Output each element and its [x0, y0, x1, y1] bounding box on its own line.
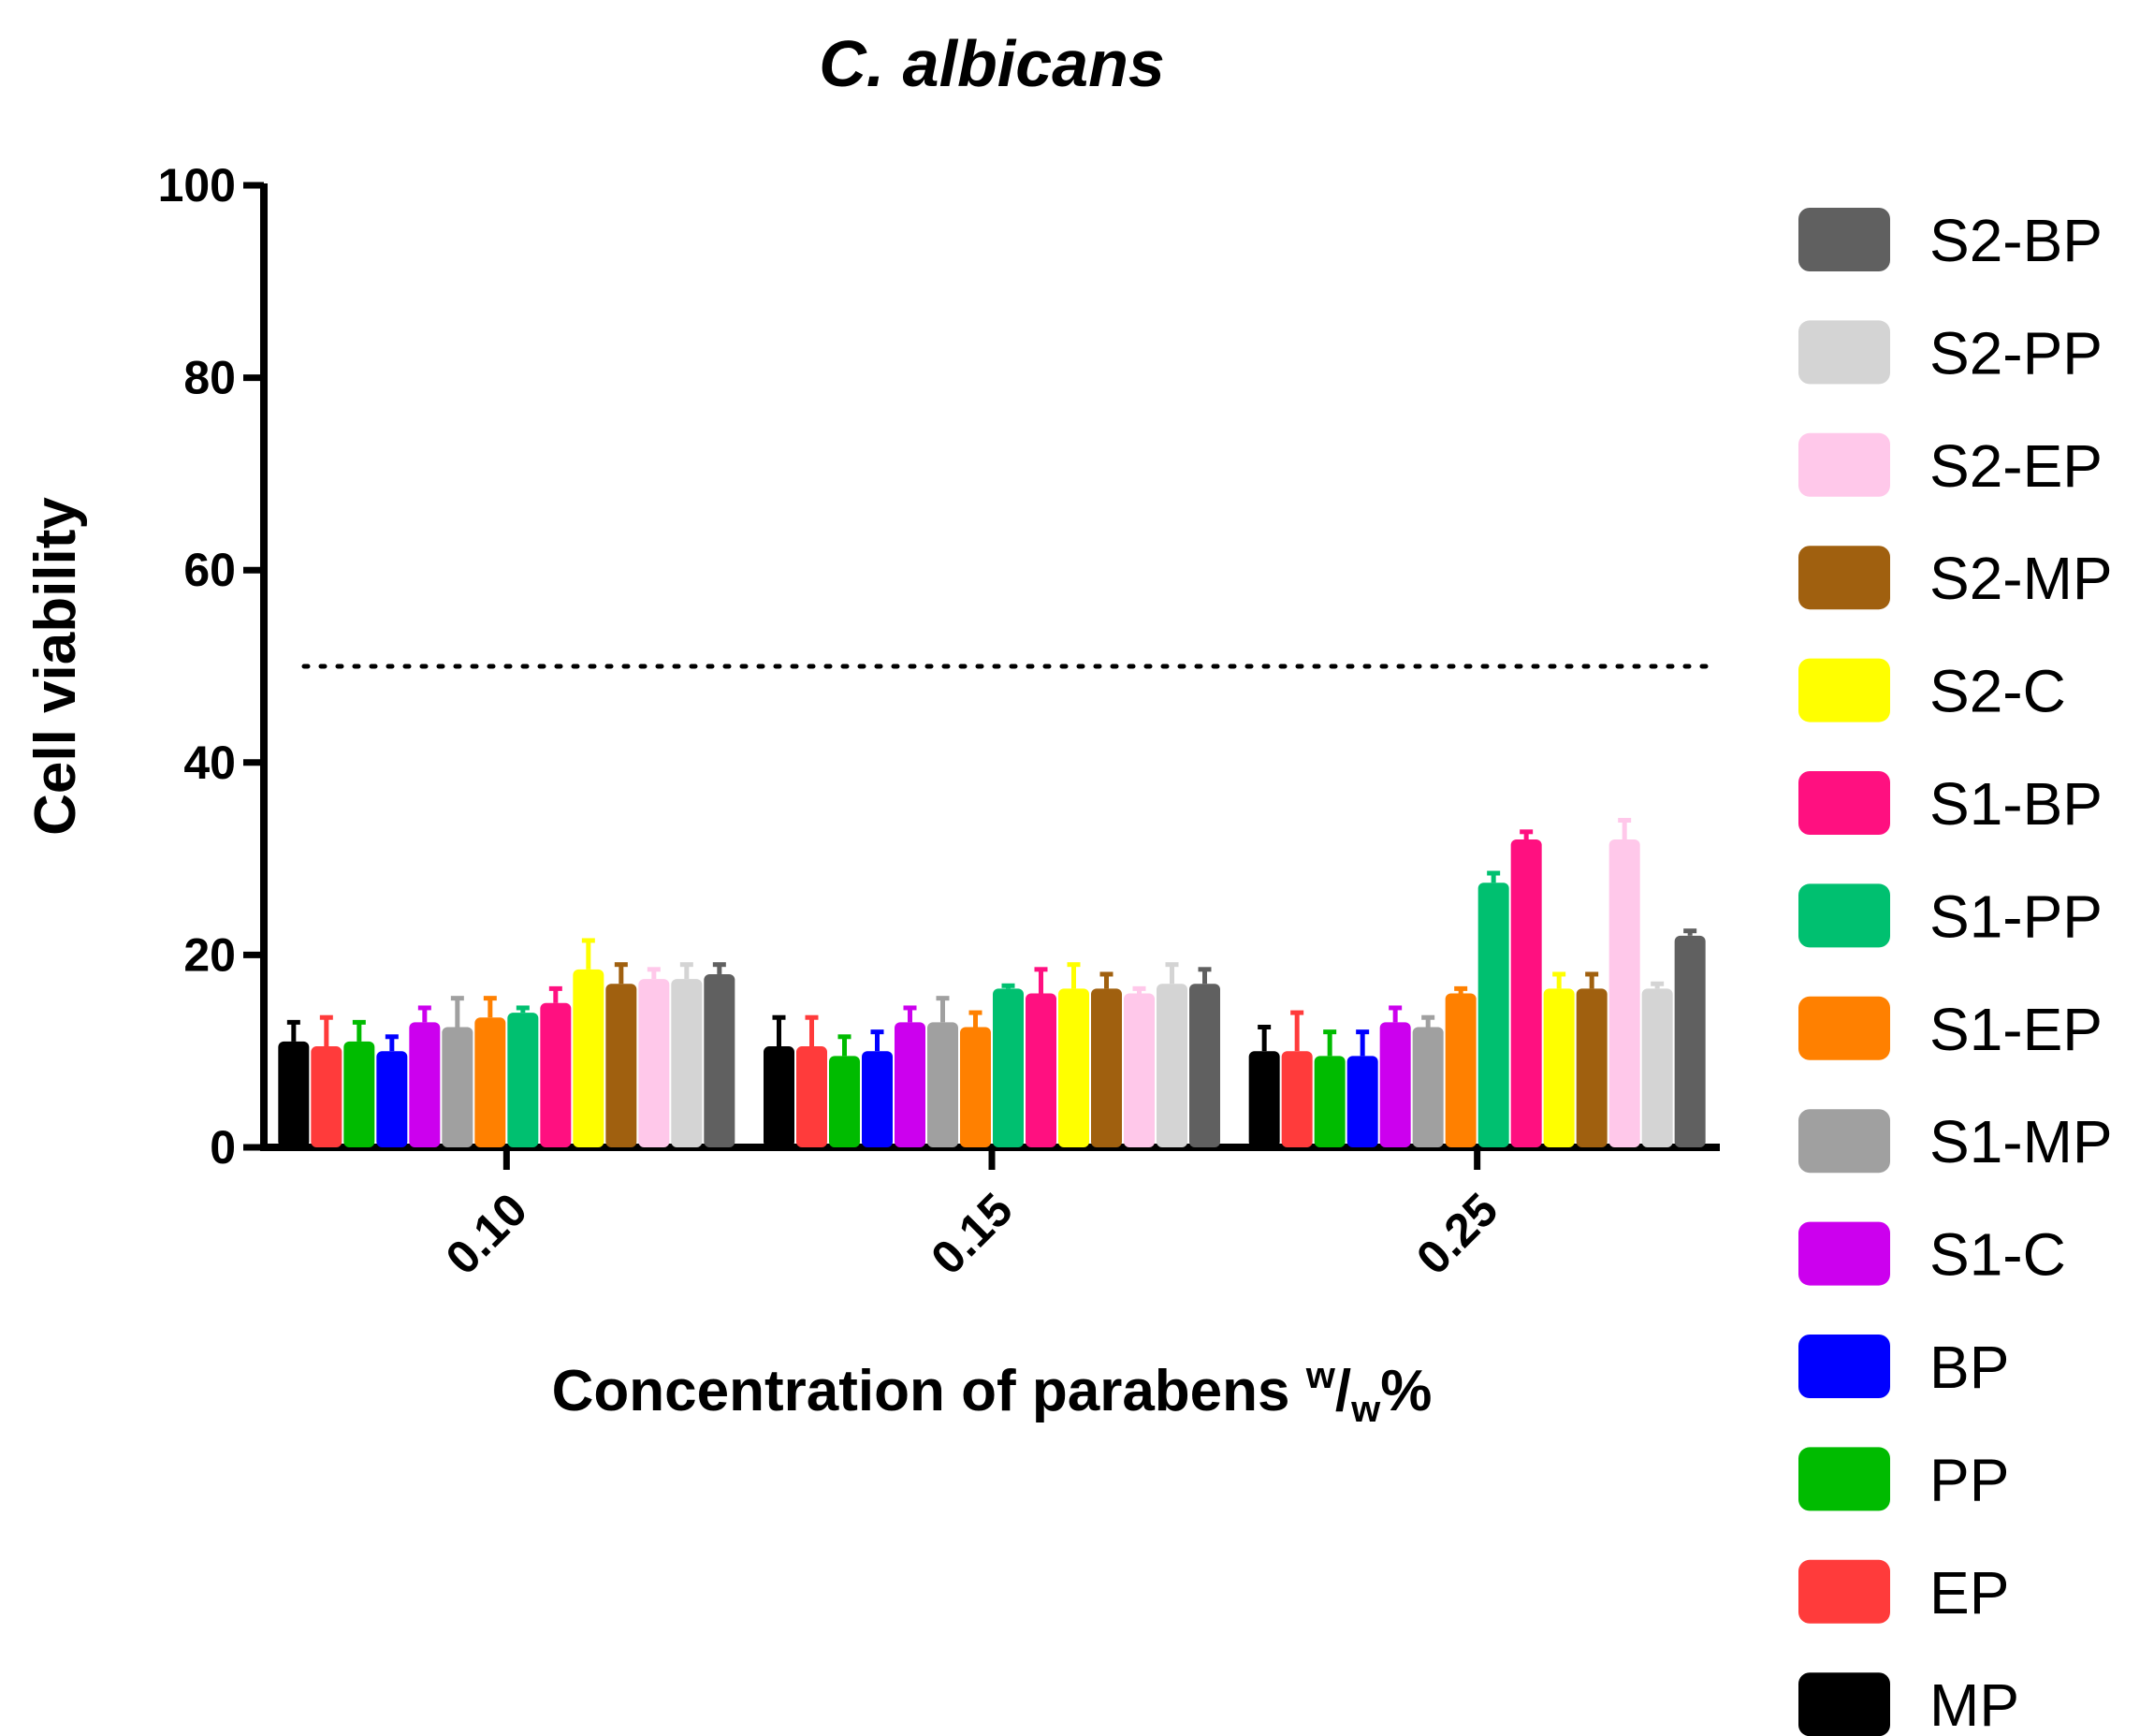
- bar: [1346, 1056, 1378, 1147]
- legend-swatch: [1798, 208, 1890, 271]
- bar: [993, 988, 1024, 1147]
- legend-label: S2-BP: [1929, 207, 2103, 274]
- bar: [278, 1041, 310, 1147]
- bar: [1058, 988, 1089, 1147]
- y-tick-label: 20: [183, 928, 236, 981]
- bar: [1379, 1022, 1411, 1147]
- bar: [1510, 839, 1542, 1147]
- legend-label: S1-C: [1929, 1221, 2066, 1289]
- bar: [960, 1027, 991, 1147]
- legend-label: S2-MP: [1929, 545, 2113, 612]
- bar: [1477, 883, 1509, 1147]
- x-axis-label-part: %: [1380, 1359, 1432, 1423]
- legend-swatch: [1798, 1447, 1890, 1511]
- bar: [1576, 988, 1608, 1147]
- bar: [1124, 993, 1155, 1147]
- bar: [671, 979, 703, 1147]
- legend-swatch: [1798, 1221, 1890, 1286]
- legend-label: MP: [1929, 1671, 2019, 1736]
- bar: [376, 1051, 408, 1147]
- legend-label: S1-MP: [1929, 1108, 2113, 1175]
- bar: [1674, 935, 1706, 1147]
- legend-label: S2-EP: [1929, 432, 2103, 500]
- bar: [796, 1046, 827, 1147]
- legend-label: S1-PP: [1929, 883, 2103, 950]
- x-tick-label: 0.15: [921, 1183, 1022, 1284]
- bar: [1248, 1051, 1280, 1147]
- bar: [1157, 984, 1187, 1147]
- x-axis-label-part: /: [1335, 1359, 1351, 1423]
- bar: [764, 1046, 794, 1147]
- y-tick-label: 0: [210, 1121, 236, 1174]
- legend-label: EP: [1929, 1559, 2009, 1627]
- legend-label: S2-PP: [1929, 319, 2103, 387]
- bar: [540, 1002, 572, 1147]
- bar: [409, 1022, 441, 1147]
- bar: [605, 984, 637, 1147]
- bar: [343, 1041, 375, 1147]
- bar: [829, 1056, 860, 1147]
- plot-area: 0 20 40 60 80 100 0.10 0.15 0.25 Cell viability Co…: [23, 159, 1720, 1430]
- legend-swatch: [1798, 771, 1890, 835]
- legend-label: BP: [1929, 1334, 2009, 1401]
- bar: [1091, 988, 1122, 1147]
- legend-label: PP: [1929, 1446, 2009, 1513]
- y-tick-label: 60: [183, 544, 236, 596]
- legend-swatch: [1798, 546, 1890, 610]
- bar: [1026, 993, 1056, 1147]
- legend-swatch: [1798, 432, 1890, 497]
- legend-label: S1-EP: [1929, 996, 2103, 1063]
- bar: [1412, 1027, 1444, 1147]
- bar: [1314, 1056, 1346, 1147]
- bar: [442, 1027, 473, 1147]
- bar: [1608, 839, 1640, 1147]
- bar: [1445, 993, 1477, 1147]
- y-axis-label: Cell viability: [23, 497, 88, 836]
- bar: [927, 1022, 958, 1147]
- legend-label: S2-C: [1929, 658, 2066, 725]
- bar: [862, 1051, 893, 1147]
- bar: [638, 979, 670, 1147]
- legend-swatch: [1798, 1672, 1890, 1736]
- bar: [704, 973, 735, 1147]
- bar: [895, 1022, 925, 1147]
- x-tick-label: 0.25: [1406, 1183, 1507, 1284]
- bar: [507, 1013, 539, 1147]
- y-tick-label: 80: [183, 352, 236, 404]
- bar: [1641, 988, 1673, 1147]
- y-tick-label: 100: [158, 159, 236, 212]
- chart-title: C. albicans: [819, 27, 1165, 100]
- x-tick-label: 0.10: [436, 1183, 537, 1284]
- legend-swatch: [1798, 320, 1890, 385]
- bar: [311, 1046, 342, 1147]
- y-tick-label: 40: [183, 737, 236, 789]
- legend-swatch: [1798, 658, 1890, 722]
- legend-swatch: [1798, 1335, 1890, 1398]
- legend-swatch: [1798, 1559, 1890, 1624]
- bar: [474, 1017, 506, 1147]
- x-axis-label-part: Concentration of parabens: [552, 1359, 1306, 1423]
- legend: S2-BP S2-PP S2-EP S2-MP S2-C S1-BP S1-PP S1-EP S…: [1798, 207, 2113, 1736]
- legend-swatch: [1798, 1109, 1890, 1174]
- x-axis-label: Concentration of parabens w/w%: [552, 1355, 1433, 1430]
- bar: [1281, 1051, 1313, 1147]
- legend-swatch: [1798, 883, 1890, 948]
- x-axis-label-part: w: [1305, 1355, 1336, 1396]
- bar: [573, 969, 604, 1147]
- bar: [1543, 988, 1575, 1147]
- x-axis-label-part: w: [1350, 1389, 1381, 1430]
- legend-label: S1-BP: [1929, 770, 2103, 838]
- legend-swatch: [1798, 996, 1890, 1060]
- bar: [1189, 984, 1220, 1147]
